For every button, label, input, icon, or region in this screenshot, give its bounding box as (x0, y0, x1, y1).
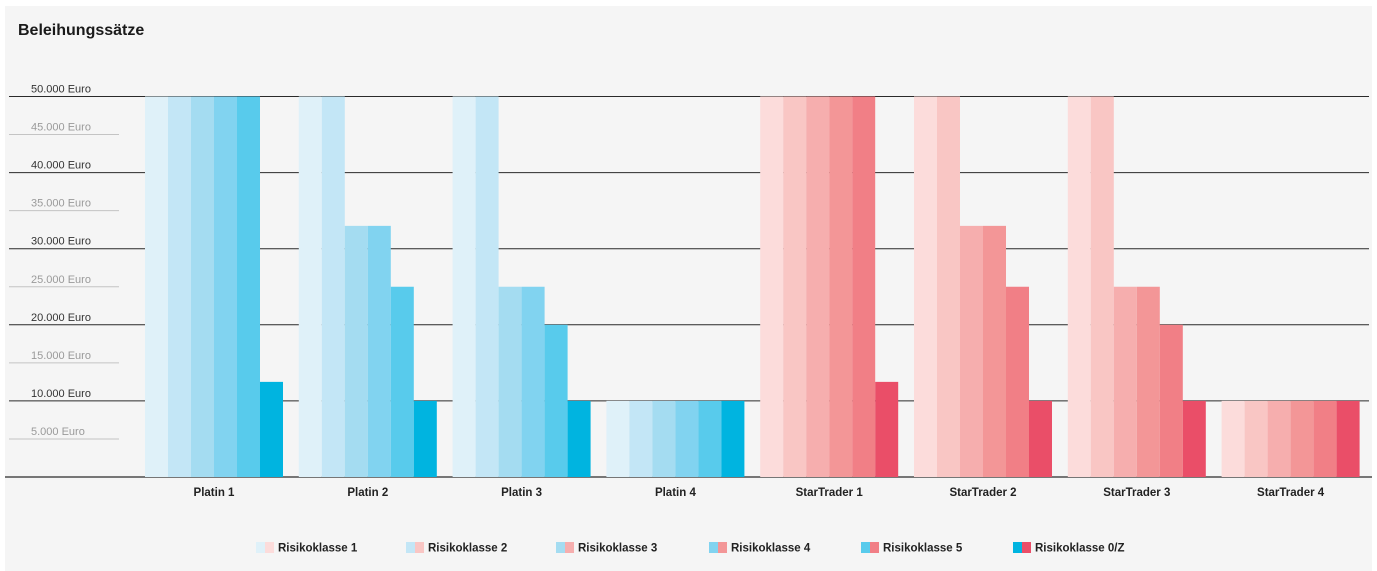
bar (721, 400, 745, 477)
bar (675, 400, 699, 477)
legend-item: Risikoklasse 1 (256, 542, 358, 555)
bar (1244, 400, 1268, 477)
bar (544, 324, 568, 477)
bar (567, 400, 591, 477)
y-tick-label: 15.000 Euro (31, 350, 91, 362)
bar (875, 381, 899, 477)
y-tick-label: 40.000 Euro (31, 160, 91, 172)
legend-swatch-red (718, 542, 727, 553)
bar (321, 96, 345, 477)
bar (191, 96, 214, 477)
bar (390, 286, 414, 477)
bar (829, 96, 853, 477)
bar (452, 96, 476, 477)
legend-swatch-red (1022, 542, 1031, 553)
x-tick-label: StarTrader 1 (796, 487, 864, 499)
bar (1267, 400, 1291, 477)
legend-item: Risikoklasse 2 (406, 542, 507, 555)
y-tick-label: 10.000 Euro (31, 388, 91, 400)
legend-item: Risikoklasse 4 (709, 542, 811, 555)
x-tick-label: Platin 1 (194, 487, 236, 499)
legend: Risikoklasse 1 Risikoklasse 2 Risikoklasse… (256, 542, 1125, 555)
x-tick-label: StarTrader 3 (1103, 487, 1170, 499)
bar (237, 96, 260, 477)
y-tick-label: 20.000 Euro (31, 312, 91, 324)
y-tick-label: 25.000 Euro (31, 274, 91, 286)
bar (1336, 400, 1360, 477)
bar (475, 96, 499, 477)
x-tick-label: StarTrader 2 (949, 487, 1016, 499)
legend-swatch-red (870, 542, 879, 553)
bar (960, 225, 983, 477)
bar (1113, 286, 1137, 477)
bar (1029, 400, 1052, 477)
bar (1006, 286, 1029, 477)
legend-swatch-red (415, 542, 424, 553)
bars (145, 96, 1360, 477)
bar (937, 96, 960, 477)
bar (1313, 400, 1337, 477)
legend-label: Risikoklasse 4 (731, 543, 811, 555)
legend-swatch-blue (861, 542, 870, 553)
y-tick-label: 5.000 Euro (31, 426, 85, 438)
legend-label: Risikoklasse 3 (578, 543, 657, 555)
legend-swatch-blue (256, 542, 265, 553)
bar (214, 96, 237, 477)
legend-swatch-blue (709, 542, 718, 553)
legend-swatch-blue (406, 542, 415, 553)
bar (760, 96, 784, 477)
bar (1090, 96, 1114, 477)
y-tick-label: 45.000 Euro (31, 122, 91, 134)
bar (260, 381, 283, 477)
bar (629, 400, 653, 477)
bar (1182, 400, 1206, 477)
legend-swatch-blue (1013, 542, 1022, 553)
bar (344, 225, 368, 477)
legend-label: Risikoklasse 1 (278, 543, 358, 555)
bar (298, 96, 322, 477)
bar (983, 225, 1006, 477)
bar (145, 96, 168, 477)
legend-item: Risikoklasse 5 (861, 542, 963, 555)
legend-swatch-blue (556, 542, 565, 553)
legend-label: Risikoklasse 5 (883, 543, 963, 555)
bar (1136, 286, 1160, 477)
chart-frame: Beleihungssätze 50.000 Euro 45.000 Euro 40… (5, 6, 1372, 571)
bar (852, 96, 876, 477)
x-tick-label: Platin 3 (501, 487, 542, 499)
chart-title: Beleihungssätze (18, 22, 145, 39)
bar (168, 96, 191, 477)
legend-item: Risikoklasse 0/Z (1013, 542, 1125, 555)
y-tick-label: 50.000 Euro (31, 84, 91, 96)
bar (367, 225, 391, 477)
legend-item: Risikoklasse 3 (556, 542, 657, 555)
x-tick-label: Platin 4 (655, 487, 697, 499)
legend-swatch-red (565, 542, 574, 553)
bar (914, 96, 937, 477)
bar (1159, 324, 1183, 477)
x-tick-label: StarTrader 4 (1257, 487, 1325, 499)
bar (1221, 400, 1245, 477)
bar (1290, 400, 1314, 477)
legend-label: Risikoklasse 0/Z (1035, 543, 1125, 555)
bar (606, 400, 630, 477)
x-axis-labels: Platin 1 Platin 2 Platin 3 Platin 4 StarTrad… (194, 487, 1325, 499)
bar (521, 286, 545, 477)
x-tick-label: Platin 2 (347, 487, 388, 499)
legend-swatch-red (265, 542, 274, 553)
bar-chart: 50.000 Euro 45.000 Euro 40.000 Euro 35.000 … (5, 84, 1372, 555)
bar (783, 96, 807, 477)
bar (652, 400, 676, 477)
y-tick-label: 30.000 Euro (31, 236, 91, 248)
bar (1067, 96, 1091, 477)
bar (698, 400, 722, 477)
legend-label: Risikoklasse 2 (428, 543, 507, 555)
y-axis-ticks: 50.000 Euro 45.000 Euro 40.000 Euro 35.000 … (31, 84, 91, 438)
y-tick-label: 35.000 Euro (31, 198, 91, 210)
bar (498, 286, 522, 477)
bar (413, 400, 437, 477)
bar (806, 96, 830, 477)
